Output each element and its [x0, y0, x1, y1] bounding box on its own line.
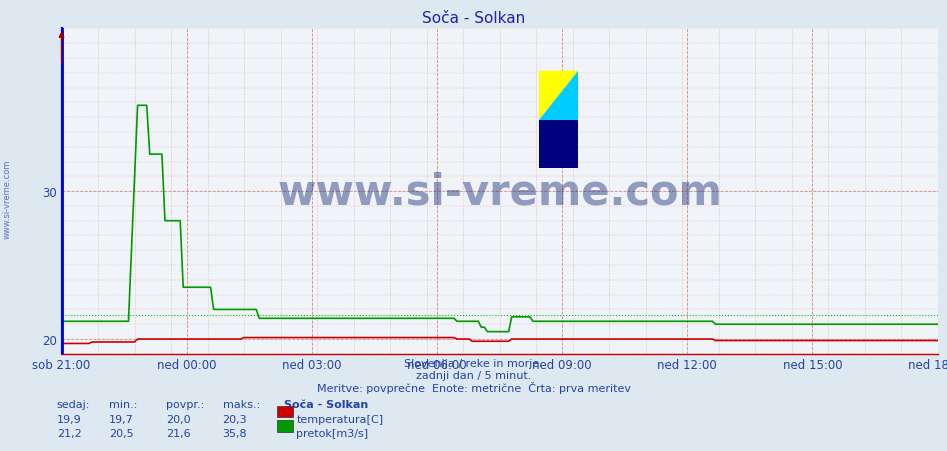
Polygon shape	[539, 72, 579, 120]
Text: temperatura[C]: temperatura[C]	[296, 414, 384, 424]
Polygon shape	[539, 72, 579, 120]
Text: 20,0: 20,0	[166, 414, 190, 424]
Text: min.:: min.:	[109, 399, 137, 409]
Text: 19,9: 19,9	[57, 414, 81, 424]
Text: pretok[m3/s]: pretok[m3/s]	[296, 428, 368, 438]
Text: sedaj:: sedaj:	[57, 399, 90, 409]
Text: 19,7: 19,7	[109, 414, 134, 424]
Text: Meritve: povprečne  Enote: metrične  Črta: prva meritev: Meritve: povprečne Enote: metrične Črta:…	[316, 381, 631, 393]
Text: povpr.:: povpr.:	[166, 399, 204, 409]
Text: 20,5: 20,5	[109, 428, 134, 438]
Text: Slovenija / reke in morje.: Slovenija / reke in morje.	[404, 359, 543, 368]
Text: 21,6: 21,6	[166, 428, 190, 438]
Text: 35,8: 35,8	[223, 428, 247, 438]
Text: zadnji dan / 5 minut.: zadnji dan / 5 minut.	[416, 370, 531, 380]
Text: 20,3: 20,3	[223, 414, 247, 424]
Text: Soča - Solkan: Soča - Solkan	[421, 11, 526, 26]
Text: www.si-vreme.com: www.si-vreme.com	[277, 171, 722, 212]
Text: 21,2: 21,2	[57, 428, 81, 438]
Text: Soča - Solkan: Soča - Solkan	[284, 399, 368, 409]
Text: www.si-vreme.com: www.si-vreme.com	[3, 159, 12, 238]
Text: maks.:: maks.:	[223, 399, 259, 409]
Polygon shape	[539, 120, 579, 169]
